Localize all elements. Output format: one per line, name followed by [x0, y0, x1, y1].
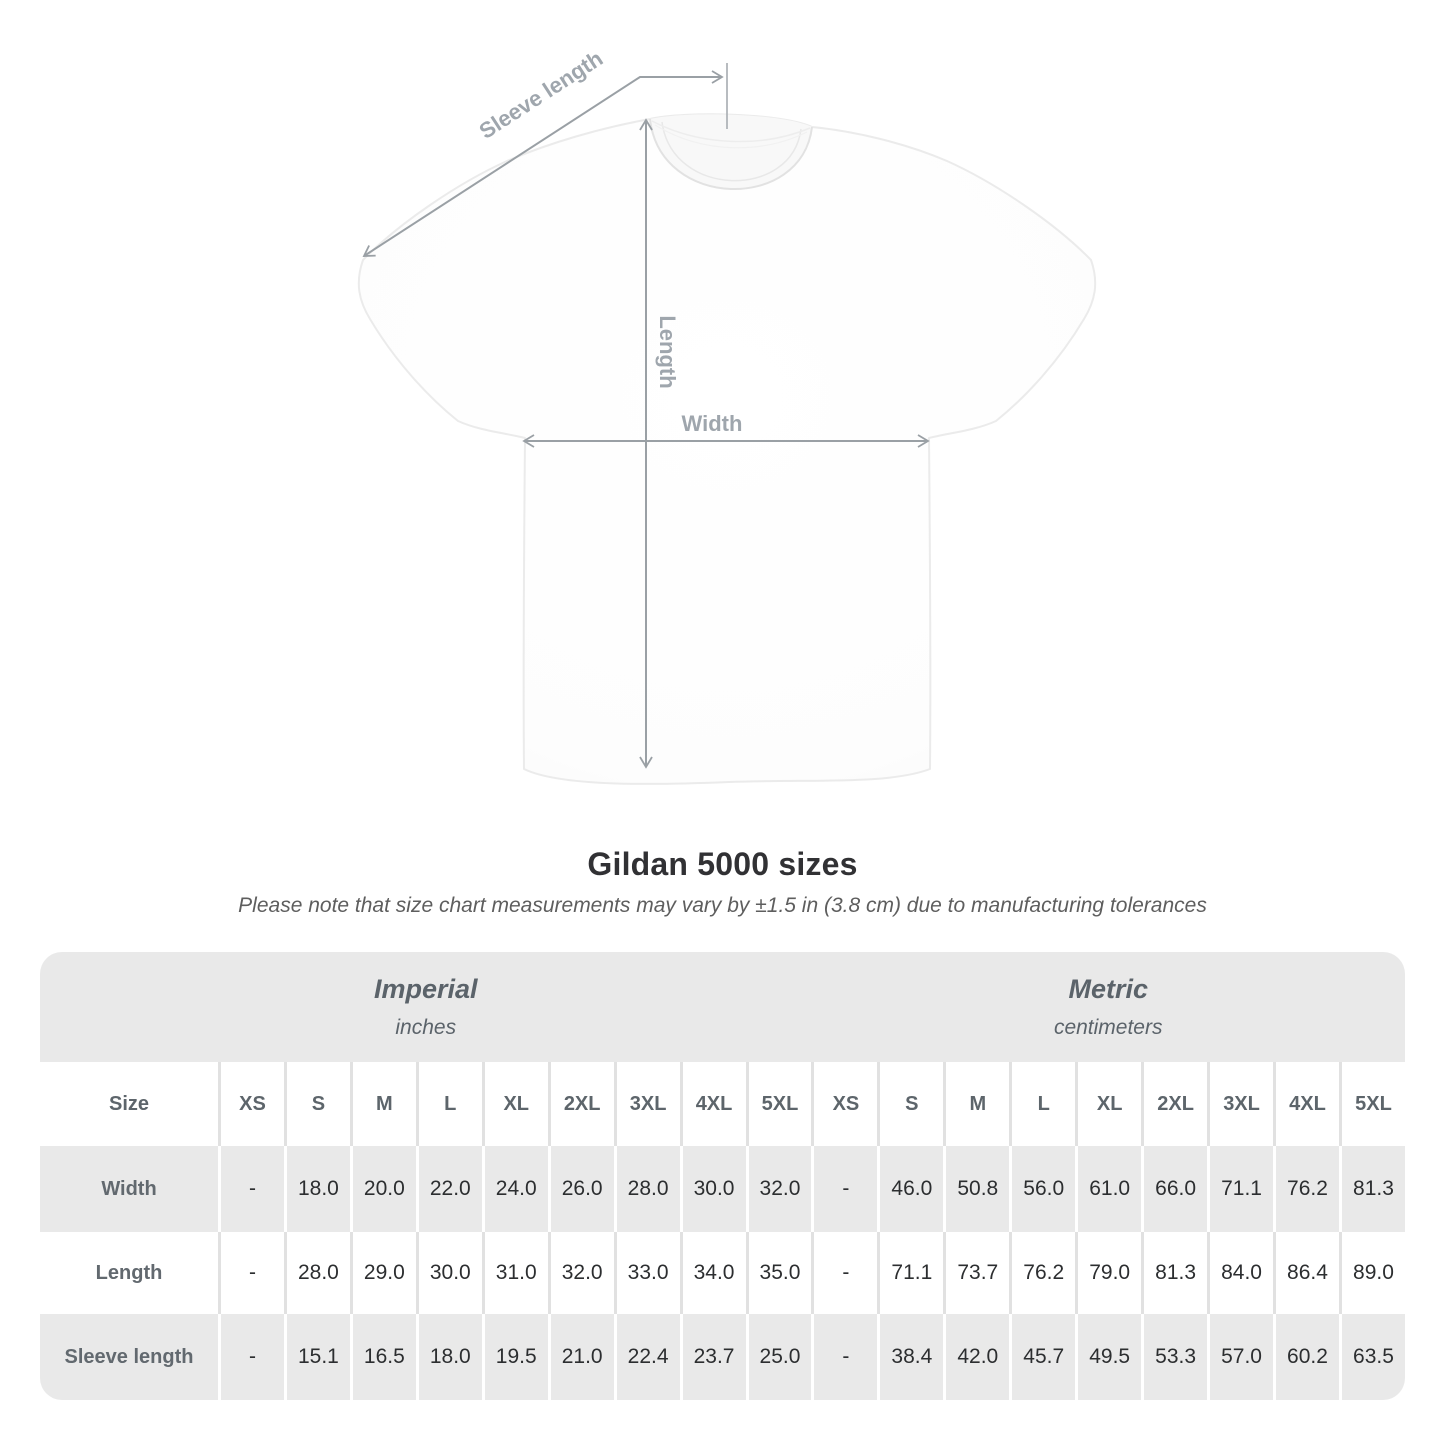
value-cell: 16.5 [349, 1314, 416, 1400]
value-cell: 61.0 [1075, 1146, 1142, 1232]
value-cell: 86.4 [1273, 1232, 1339, 1314]
metric-unit: centimeters [1053, 1016, 1163, 1039]
size-header-cell: 4XL [1273, 1062, 1339, 1146]
value-cell: 23.7 [679, 1314, 746, 1400]
value-cell: 32.0 [745, 1146, 812, 1232]
value-cell: 33.0 [613, 1232, 680, 1314]
value-cell: 20.0 [349, 1146, 416, 1232]
value-cell: 29.0 [349, 1232, 416, 1314]
value-cell: 30.0 [679, 1146, 746, 1232]
value-cell: 81.3 [1141, 1232, 1208, 1314]
value-cell: 15.1 [283, 1314, 350, 1400]
value-cell: 26.0 [547, 1146, 614, 1232]
size-header-row: Size XS S M L XL 2XL 3XL 4XL 5XL XS S M … [40, 1062, 1405, 1146]
value-cell: 38.4 [877, 1314, 944, 1400]
tshirt-diagram: Sleeve length Length Width [357, 46, 1097, 785]
size-header-cell: M [349, 1062, 416, 1146]
value-cell: 53.3 [1141, 1314, 1208, 1400]
size-header-cell: XL [481, 1062, 548, 1146]
value-cell: 71.1 [1207, 1146, 1273, 1232]
value-cell: 21.0 [547, 1314, 614, 1400]
size-chart: Imperial inches Metric centimeters Size … [40, 952, 1405, 1400]
value-cell: 22.0 [415, 1146, 482, 1232]
value-cell: 81.3 [1338, 1146, 1405, 1232]
value-cell: 24.0 [481, 1146, 548, 1232]
imperial-band: Imperial inches [40, 952, 812, 1062]
value-cell: 22.4 [613, 1314, 680, 1400]
row-label: Width [40, 1146, 218, 1232]
value-cell: 46.0 [877, 1146, 944, 1232]
size-header-cell: 2XL [547, 1062, 614, 1146]
size-header-cell: L [415, 1062, 482, 1146]
size-chart-table: Imperial inches Metric centimeters Size … [40, 952, 1405, 1400]
value-cell: - [811, 1314, 878, 1400]
value-cell: - [218, 1232, 284, 1314]
value-cell: 18.0 [283, 1146, 350, 1232]
size-col-header: Size [40, 1062, 218, 1146]
size-header-cell: L [1009, 1062, 1076, 1146]
value-cell: 49.5 [1075, 1314, 1142, 1400]
value-cell: 56.0 [1009, 1146, 1076, 1232]
size-header-cell: XS [218, 1062, 284, 1146]
metric-band: Metric centimeters [811, 952, 1405, 1062]
size-header-cell: 3XL [613, 1062, 680, 1146]
sleeve-length-label: Sleeve length [475, 46, 608, 144]
value-cell: 32.0 [547, 1232, 614, 1314]
value-cell: 79.0 [1075, 1232, 1142, 1314]
size-header-cell: 2XL [1141, 1062, 1208, 1146]
value-cell: 35.0 [745, 1232, 812, 1314]
size-header-cell: S [877, 1062, 944, 1146]
value-cell: 76.2 [1273, 1146, 1339, 1232]
size-header-cell: XS [811, 1062, 878, 1146]
size-header-cell: 5XL [1338, 1062, 1405, 1146]
value-cell: 25.0 [745, 1314, 812, 1400]
size-header-cell: 5XL [745, 1062, 812, 1146]
value-cell: 28.0 [613, 1146, 680, 1232]
value-cell: 57.0 [1207, 1314, 1273, 1400]
table-row-length: Length - 28.0 29.0 30.0 31.0 32.0 33.0 3… [40, 1232, 1405, 1314]
value-cell: 66.0 [1141, 1146, 1208, 1232]
tshirt-body [357, 113, 1097, 785]
size-header-cell: XL [1075, 1062, 1142, 1146]
value-cell: 50.8 [943, 1146, 1010, 1232]
row-label: Sleeve length [40, 1314, 218, 1400]
row-label: Length [40, 1232, 218, 1314]
size-header-cell: M [943, 1062, 1010, 1146]
imperial-label: Imperial [373, 974, 478, 1004]
imperial-unit: inches [395, 1016, 457, 1039]
value-cell: 60.2 [1273, 1314, 1339, 1400]
unit-band-row: Imperial inches Metric centimeters [40, 952, 1405, 1062]
value-cell: 71.1 [877, 1232, 944, 1314]
width-label: Width [682, 411, 743, 436]
length-label: Length [655, 315, 680, 388]
value-cell: 84.0 [1207, 1232, 1273, 1314]
value-cell: - [811, 1146, 878, 1232]
table-row-sleeve-length: Sleeve length - 15.1 16.5 18.0 19.5 21.0… [40, 1314, 1405, 1400]
width-arrow: Width [522, 411, 930, 448]
page-title: Gildan 5000 sizes [587, 846, 858, 882]
value-cell: 19.5 [481, 1314, 548, 1400]
value-cell: - [218, 1314, 284, 1400]
value-cell: 73.7 [943, 1232, 1010, 1314]
size-header-cell: S [283, 1062, 350, 1146]
tshirt-graphic [357, 113, 1097, 785]
value-cell: 63.5 [1338, 1314, 1405, 1400]
value-cell: 28.0 [283, 1232, 350, 1314]
value-cell: - [811, 1232, 878, 1314]
value-cell: 42.0 [943, 1314, 1010, 1400]
value-cell: 18.0 [415, 1314, 482, 1400]
value-cell: - [218, 1146, 284, 1232]
value-cell: 34.0 [679, 1232, 746, 1314]
value-cell: 31.0 [481, 1232, 548, 1314]
size-header-cell: 4XL [679, 1062, 746, 1146]
table-row-width: Width - 18.0 20.0 22.0 24.0 26.0 28.0 30… [40, 1146, 1405, 1232]
value-cell: 45.7 [1009, 1314, 1076, 1400]
value-cell: 30.0 [415, 1232, 482, 1314]
tolerance-note: Please note that size chart measurements… [238, 894, 1207, 917]
size-header-cell: 3XL [1207, 1062, 1273, 1146]
metric-label: Metric [1068, 974, 1148, 1004]
value-cell: 89.0 [1338, 1232, 1405, 1314]
value-cell: 76.2 [1009, 1232, 1076, 1314]
